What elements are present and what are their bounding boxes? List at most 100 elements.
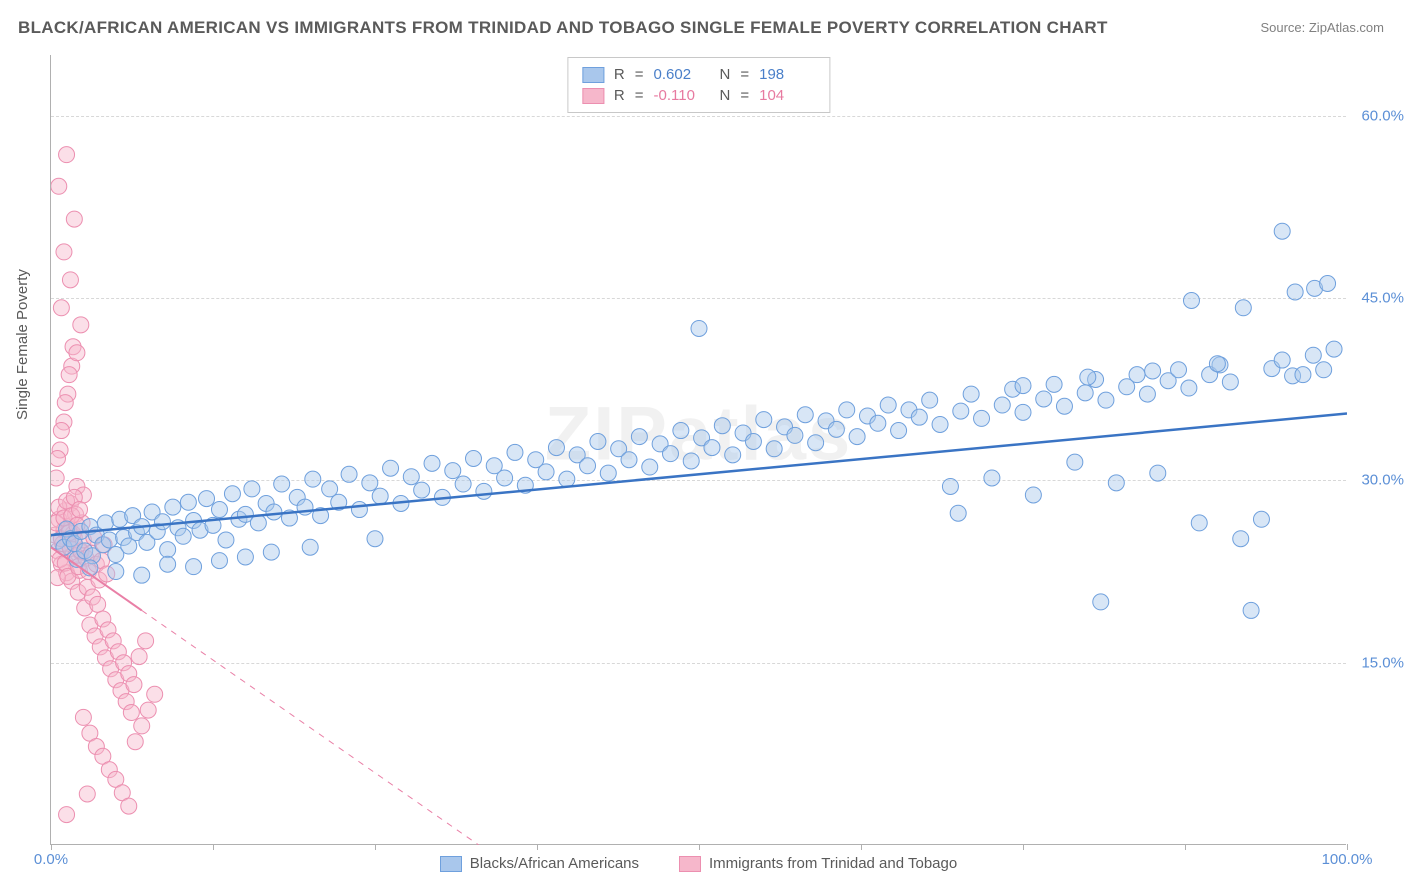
data-point xyxy=(963,386,979,402)
x-tick xyxy=(1347,844,1348,850)
data-point xyxy=(1326,341,1342,357)
data-point xyxy=(1129,367,1145,383)
data-point xyxy=(922,392,938,408)
data-point xyxy=(1320,275,1336,291)
data-point xyxy=(123,705,139,721)
data-point xyxy=(126,677,142,693)
series-label-blue: Blacks/African Americans xyxy=(470,855,639,872)
data-point xyxy=(72,502,88,518)
data-point xyxy=(1067,454,1083,470)
correlation-legend: R = 0.602 N = 198 R = -0.110 N = 104 xyxy=(567,57,830,113)
data-point xyxy=(66,211,82,227)
data-point xyxy=(147,686,163,702)
eq: = xyxy=(740,87,749,104)
data-point xyxy=(218,532,234,548)
data-point xyxy=(1139,386,1155,402)
data-point xyxy=(1222,374,1238,390)
data-point xyxy=(691,320,707,336)
data-point xyxy=(1046,376,1062,392)
data-point xyxy=(53,300,69,316)
data-point xyxy=(600,465,616,481)
trend-line xyxy=(142,610,479,845)
data-point xyxy=(61,367,77,383)
data-point xyxy=(1145,363,1161,379)
data-point xyxy=(590,433,606,449)
y-tick-label: 15.0% xyxy=(1361,654,1404,671)
data-point xyxy=(134,567,150,583)
data-point xyxy=(548,440,564,456)
data-point xyxy=(538,464,554,480)
data-point xyxy=(1316,362,1332,378)
data-point xyxy=(880,397,896,413)
n-label: N xyxy=(720,87,731,104)
data-point xyxy=(465,451,481,467)
y-tick-label: 30.0% xyxy=(1361,472,1404,489)
data-point xyxy=(59,147,75,163)
data-point xyxy=(1191,515,1207,531)
legend-row-blue: R = 0.602 N = 198 xyxy=(582,64,815,85)
data-point xyxy=(455,476,471,492)
data-point xyxy=(351,502,367,518)
data-point xyxy=(53,423,69,439)
data-point xyxy=(1025,487,1041,503)
data-point xyxy=(224,486,240,502)
data-point xyxy=(932,416,948,432)
data-point xyxy=(302,539,318,555)
data-point xyxy=(69,345,85,361)
data-point xyxy=(891,423,907,439)
data-point xyxy=(140,702,156,718)
data-point xyxy=(237,549,253,565)
data-point xyxy=(51,451,65,467)
data-point xyxy=(62,272,78,288)
data-point xyxy=(305,471,321,487)
data-point xyxy=(199,491,215,507)
data-point xyxy=(134,718,150,734)
data-point xyxy=(403,469,419,485)
chart-title: BLACK/AFRICAN AMERICAN VS IMMIGRANTS FRO… xyxy=(18,18,1108,38)
data-point xyxy=(950,505,966,521)
data-point xyxy=(211,502,227,518)
data-point xyxy=(1287,284,1303,300)
data-point xyxy=(445,463,461,479)
r-label: R xyxy=(614,87,625,104)
swatch-blue-bottom xyxy=(440,856,462,872)
data-point xyxy=(756,412,772,428)
data-point xyxy=(424,455,440,471)
data-point xyxy=(1209,356,1225,372)
r-value-pink: -0.110 xyxy=(654,87,710,104)
data-point xyxy=(1305,347,1321,363)
n-value-pink: 104 xyxy=(759,87,815,104)
y-tick-label: 60.0% xyxy=(1361,107,1404,124)
y-axis-label: Single Female Poverty xyxy=(14,269,31,420)
data-point xyxy=(121,798,137,814)
data-point xyxy=(974,410,990,426)
data-point xyxy=(274,476,290,492)
legend-item-pink: Immigrants from Trinidad and Tobago xyxy=(679,855,957,872)
data-point xyxy=(1108,475,1124,491)
legend-item-blue: Blacks/African Americans xyxy=(440,855,639,872)
data-point xyxy=(766,441,782,457)
legend-row-pink: R = -0.110 N = 104 xyxy=(582,85,815,106)
x-tick-label: 100.0% xyxy=(1322,851,1373,868)
source-attribution: Source: ZipAtlas.com xyxy=(1260,20,1384,35)
source-label: Source: xyxy=(1260,20,1308,35)
data-point xyxy=(108,564,124,580)
data-point xyxy=(211,553,227,569)
data-point xyxy=(621,452,637,468)
y-tick-label: 45.0% xyxy=(1361,290,1404,307)
data-point xyxy=(725,447,741,463)
data-point xyxy=(1015,378,1031,394)
r-value-blue: 0.602 xyxy=(654,66,710,83)
data-point xyxy=(559,471,575,487)
data-point xyxy=(160,542,176,558)
n-label: N xyxy=(720,66,731,83)
data-point xyxy=(127,734,143,750)
data-point xyxy=(51,178,67,194)
data-point xyxy=(673,423,689,439)
data-point xyxy=(714,418,730,434)
eq: = xyxy=(635,66,644,83)
data-point xyxy=(1015,404,1031,420)
eq: = xyxy=(740,66,749,83)
data-point xyxy=(73,317,89,333)
data-point xyxy=(1036,391,1052,407)
